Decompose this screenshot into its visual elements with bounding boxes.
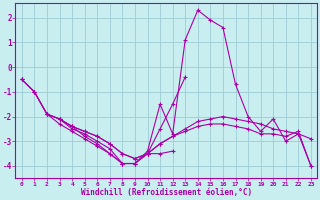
X-axis label: Windchill (Refroidissement éolien,°C): Windchill (Refroidissement éolien,°C) <box>81 188 252 197</box>
